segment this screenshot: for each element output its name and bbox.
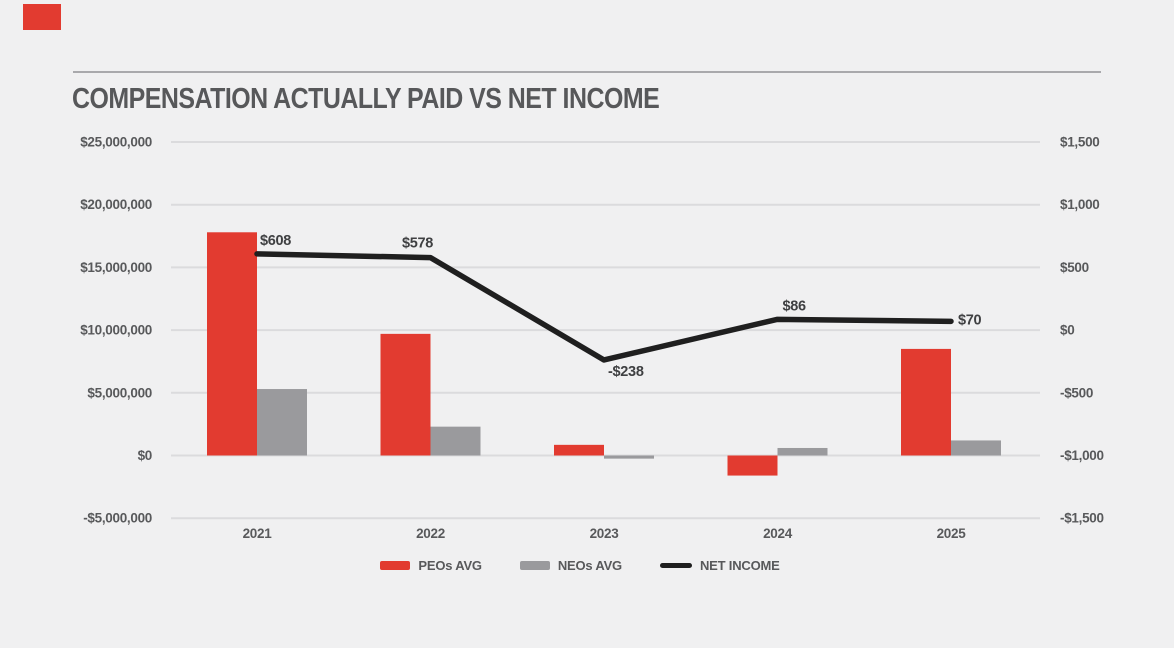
peo-bar-swatch-icon: [380, 561, 411, 570]
neo-avg-bar: [951, 440, 1001, 456]
left-axis-tick-label: $20,000,000: [80, 197, 152, 212]
left-axis-tick-label: -$5,000,000: [83, 511, 152, 526]
net-income-point-label: -$238: [608, 364, 644, 380]
legend-item-neos-avg: NEOs AVG: [519, 558, 622, 573]
peo-avg-bar: [554, 444, 604, 456]
legend-label: NEOs AVG: [557, 558, 622, 573]
legend-label: NET INCOME: [699, 558, 780, 573]
net-income-point-label: $70: [958, 312, 982, 328]
peo-avg-bar: [901, 348, 951, 456]
left-axis-tick-label: $15,000,000: [80, 260, 152, 275]
right-axis-tick-label: $0: [1060, 323, 1074, 338]
chart-title: COMPENSATION ACTUALLY PAID VS NET INCOME: [72, 83, 660, 115]
x-axis-year-label: 2025: [937, 526, 967, 541]
chart-legend: PEOs AVG NEOs AVG NET INCOME: [0, 558, 1160, 573]
x-axis-year-label: 2024: [763, 526, 793, 541]
right-axis-tick-label: -$1,500: [1060, 511, 1104, 526]
left-axis-tick-label: $10,000,000: [80, 323, 152, 338]
left-axis-tick-label: $25,000,000: [80, 135, 152, 150]
neo-avg-bar: [257, 389, 307, 456]
right-axis-tick-label: $1,500: [1060, 135, 1100, 150]
net-income-point-label: $608: [260, 233, 291, 249]
net-income-line-swatch-icon: [659, 563, 692, 568]
net-income-point-label: $578: [402, 236, 433, 252]
legend-item-net-income: NET INCOME: [659, 558, 780, 573]
x-axis-year-label: 2022: [416, 526, 445, 541]
legend-item-peos-avg: PEOs AVG: [380, 558, 482, 573]
x-axis-year-label: 2021: [243, 526, 273, 541]
net-income-line: [254, 251, 954, 363]
neo-avg-bar: [777, 447, 828, 456]
neo-avg-bar: [604, 455, 654, 459]
right-axis-tick-label: -$1,000: [1060, 448, 1104, 463]
right-axis-tick-label: -$500: [1060, 385, 1093, 400]
left-axis-tick-label: $0: [138, 448, 152, 463]
legend-label: PEOs AVG: [418, 558, 482, 573]
peo-avg-bar: [380, 333, 431, 456]
net-income-point-label: $86: [783, 298, 807, 314]
neo-bar-swatch-icon: [519, 561, 550, 570]
neo-avg-bar: [430, 426, 481, 456]
header-rule: [73, 71, 1101, 73]
left-axis-tick-label: $5,000,000: [87, 385, 152, 400]
right-axis-tick-label: $500: [1060, 260, 1089, 275]
brand-accent-block: [23, 4, 61, 30]
peo-avg-bar: [727, 455, 778, 476]
right-axis-tick-label: $1,000: [1060, 197, 1100, 212]
peo-avg-bar: [207, 232, 257, 456]
x-axis-year-label: 2023: [590, 526, 620, 541]
